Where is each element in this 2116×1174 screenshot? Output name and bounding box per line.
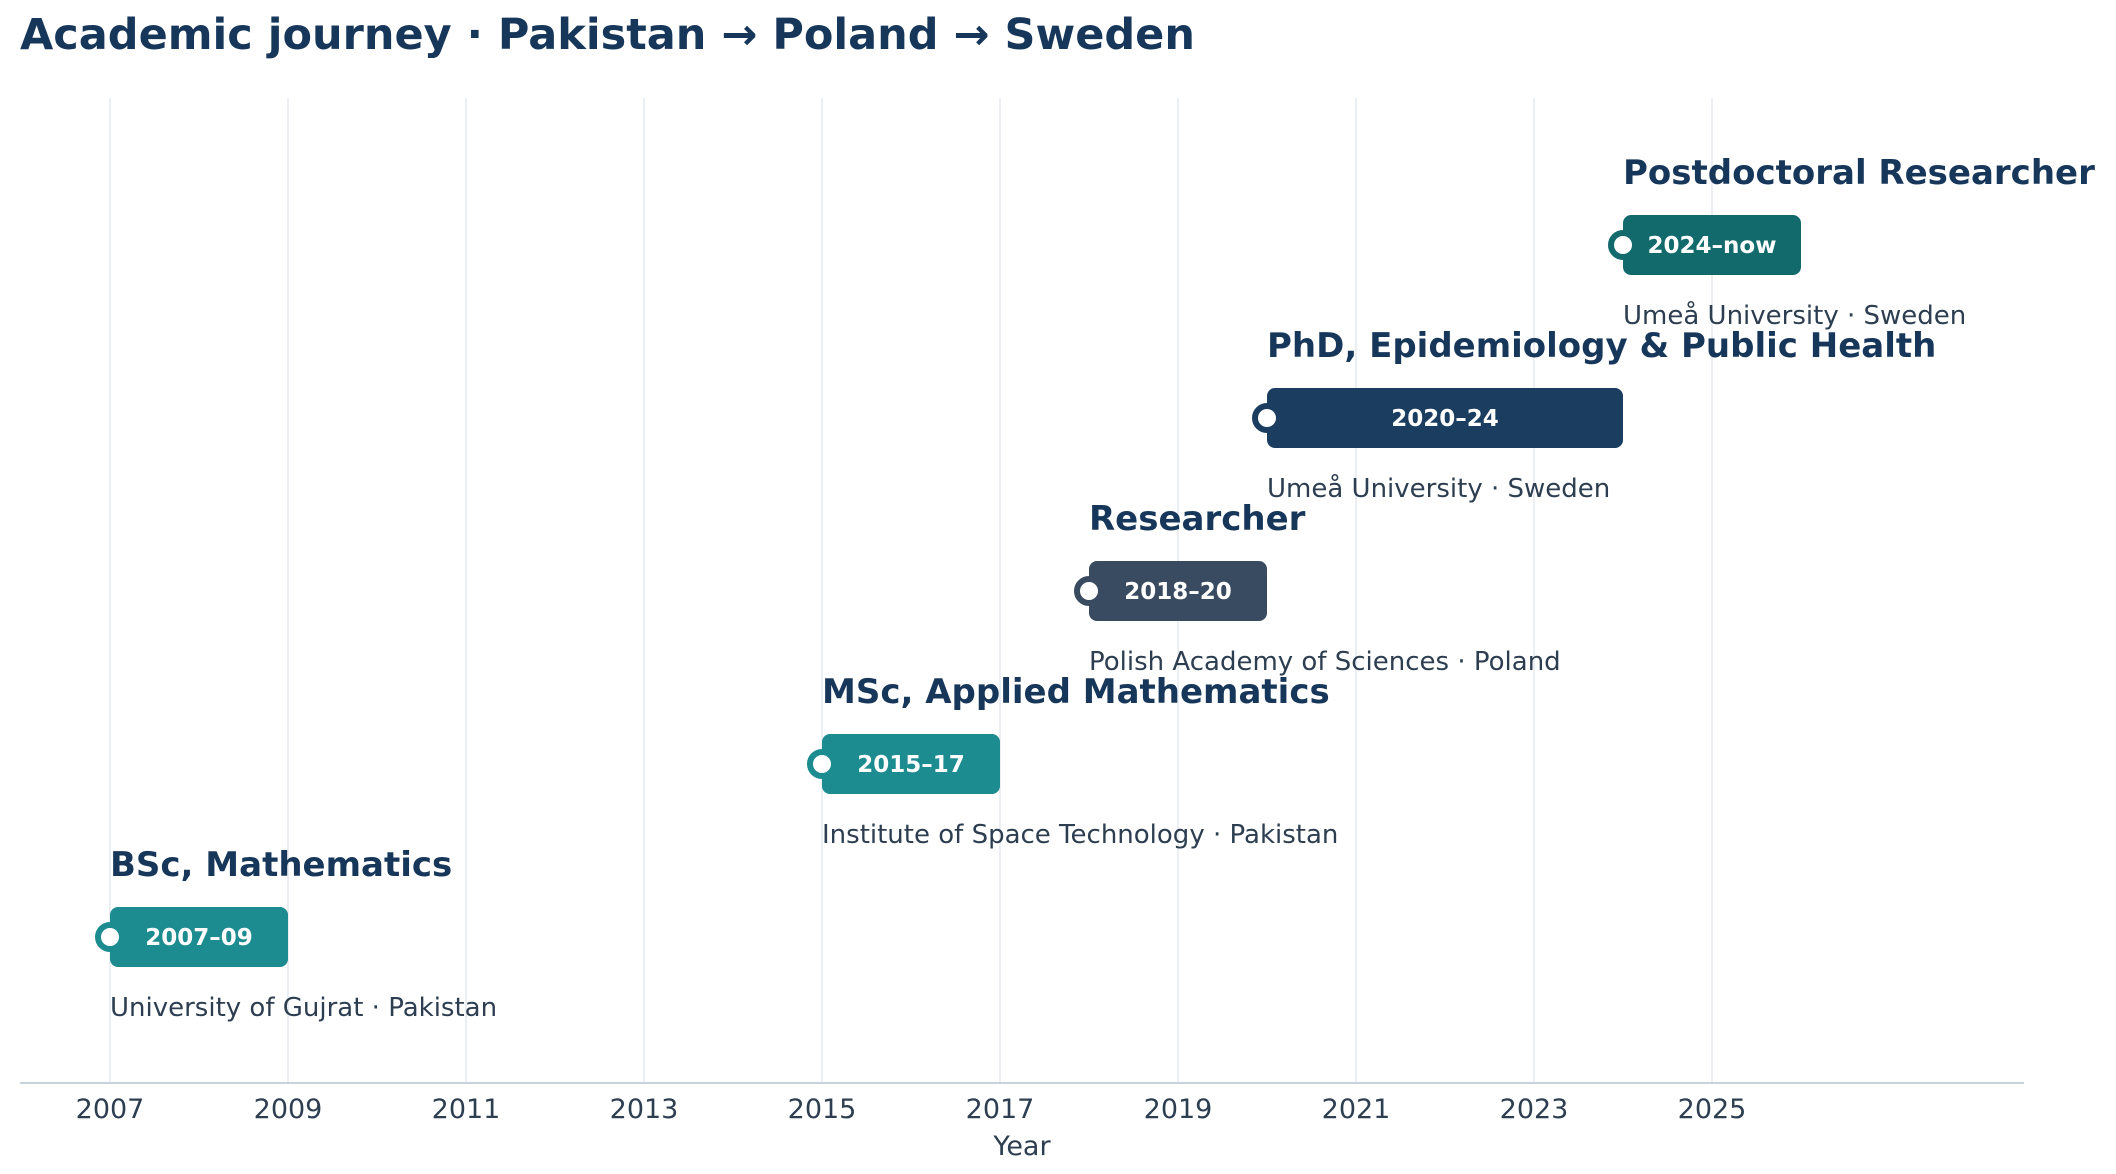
period-label: 2018–20 xyxy=(1124,579,1232,605)
item-subtitle: Institute of Space Technology · Pakistan xyxy=(822,820,1338,850)
item-title: PhD, Epidemiology & Public Health xyxy=(1267,326,1936,366)
x-tick-label: 2007 xyxy=(76,1094,145,1125)
timeline-items: 2007–09 BSc, Mathematics University of Guj… xyxy=(95,153,2095,1023)
timeline-item: 2018–20 Researcher Polish Academy of Scien… xyxy=(1074,499,1561,677)
item-subtitle: University of Gujrat · Pakistan xyxy=(110,993,497,1023)
start-marker xyxy=(1074,576,1104,606)
period-bar xyxy=(1623,215,1801,275)
item-subtitle: Umeå University · Sweden xyxy=(1267,473,1610,504)
item-title: Researcher xyxy=(1089,499,1306,539)
timeline-item: 2024–now Postdoctoral Researcher Umeå Univ… xyxy=(1608,153,2095,331)
start-marker xyxy=(807,749,837,779)
item-subtitle: Umeå University · Sweden xyxy=(1623,300,1966,331)
period-bar xyxy=(1267,388,1623,448)
gridlines xyxy=(109,98,1713,1083)
period-label: 2015–17 xyxy=(857,752,965,778)
period-bar xyxy=(822,734,1000,794)
period-bar xyxy=(110,907,288,967)
x-tick-label: 2017 xyxy=(966,1094,1035,1125)
item-subtitle: Polish Academy of Sciences · Poland xyxy=(1089,647,1561,677)
period-bar xyxy=(1089,561,1267,621)
x-axis-label: Year xyxy=(992,1131,1051,1162)
x-tick-label: 2025 xyxy=(1678,1094,1747,1125)
period-label: 2007–09 xyxy=(145,925,253,951)
period-label: 2024–now xyxy=(1648,233,1777,259)
period-label: 2020–24 xyxy=(1391,406,1499,432)
x-tick-label: 2015 xyxy=(788,1094,857,1125)
x-tick-labels: 2007 2009 2011 2013 2015 2017 2019 2021 2023 2025 xyxy=(76,1094,1747,1125)
item-title: MSc, Applied Mathematics xyxy=(822,672,1330,712)
start-marker xyxy=(1252,403,1282,433)
page-title: Academic journey · Pakistan → Poland → S… xyxy=(20,10,1195,60)
item-title: Postdoctoral Researcher xyxy=(1623,153,2095,193)
timeline-item: 2007–09 BSc, Mathematics University of Guj… xyxy=(95,845,497,1023)
x-tick-label: 2021 xyxy=(1322,1094,1391,1125)
x-tick-label: 2019 xyxy=(1144,1094,1213,1125)
x-tick-label: 2011 xyxy=(432,1094,501,1125)
x-tick-label: 2009 xyxy=(254,1094,323,1125)
item-title: BSc, Mathematics xyxy=(110,845,452,885)
timeline-item: 2015–17 MSc, Applied Mathematics Institute… xyxy=(807,672,1338,850)
start-marker xyxy=(95,922,125,952)
x-tick-label: 2013 xyxy=(610,1094,679,1125)
start-marker xyxy=(1608,230,1638,260)
x-tick-label: 2023 xyxy=(1500,1094,1569,1125)
timeline-item: 2020–24 PhD, Epidemiology & Public Health… xyxy=(1252,326,1936,504)
